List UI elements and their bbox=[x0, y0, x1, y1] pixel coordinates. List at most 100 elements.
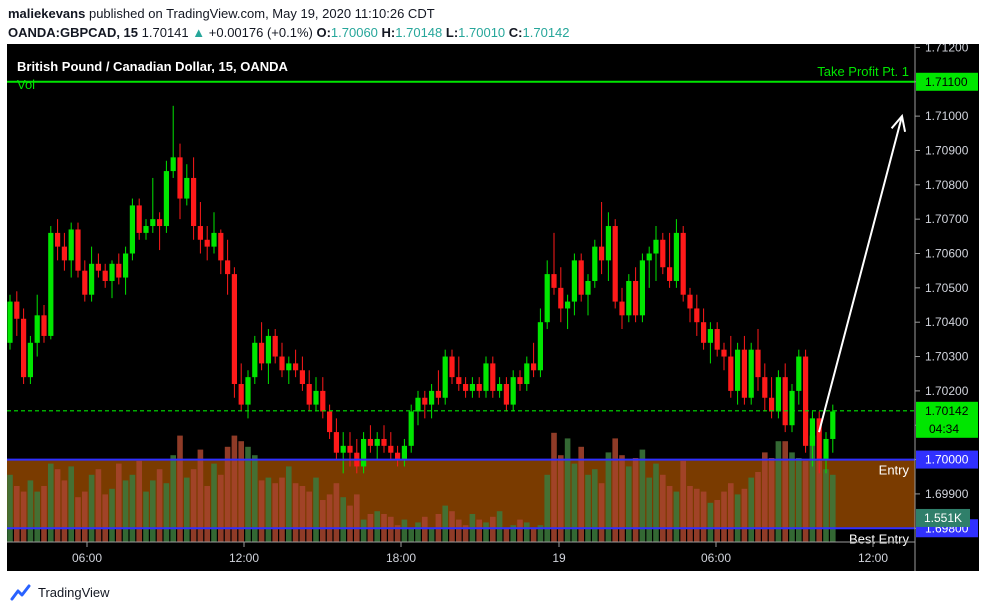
volume-bar bbox=[646, 477, 652, 542]
volume-bar bbox=[388, 516, 394, 542]
volume-bar bbox=[755, 472, 761, 542]
candle-body bbox=[279, 356, 285, 371]
candle-body bbox=[320, 390, 326, 412]
volume-bar bbox=[592, 469, 598, 542]
volume-bar bbox=[551, 432, 557, 542]
candle-body bbox=[755, 349, 761, 378]
level-price-tag bbox=[916, 72, 978, 91]
price-tick-label: 1.69900 bbox=[925, 487, 969, 501]
candle-body bbox=[449, 356, 455, 378]
candle-body bbox=[381, 438, 387, 446]
volume-bar bbox=[558, 455, 564, 542]
candle-body bbox=[476, 384, 482, 391]
low-label: L: bbox=[445, 25, 459, 40]
last-price: 1.70141 bbox=[141, 25, 189, 40]
candle-body bbox=[619, 301, 625, 316]
level-price-tag bbox=[916, 450, 978, 469]
candle-body bbox=[245, 377, 251, 405]
tradingview-logo-icon bbox=[10, 584, 31, 601]
candle-body bbox=[259, 342, 265, 364]
volume-bar bbox=[571, 463, 578, 542]
volume-bar bbox=[54, 469, 61, 542]
candle-body bbox=[184, 177, 190, 199]
volume-bar bbox=[177, 435, 183, 542]
volume-bar bbox=[619, 455, 625, 542]
candle-body bbox=[293, 363, 299, 371]
candle-body bbox=[592, 246, 598, 281]
candle-body bbox=[769, 397, 775, 412]
volume-bar bbox=[598, 483, 605, 542]
candle-body bbox=[517, 377, 523, 385]
volume-bar bbox=[578, 446, 584, 542]
volume-bar bbox=[632, 458, 639, 542]
high-value: 1.70148 bbox=[395, 25, 443, 40]
author-name[interactable]: maliekevans bbox=[8, 6, 86, 21]
tradingview-logo[interactable]: TradingView bbox=[10, 583, 110, 601]
candle-body bbox=[388, 445, 394, 453]
time-tick-label: 12:00 bbox=[858, 551, 888, 565]
time-tick-label: 12:00 bbox=[229, 551, 259, 565]
candle-body bbox=[123, 253, 129, 278]
volume-bar bbox=[109, 488, 115, 542]
time-axis[interactable]: 06:00 12:00 18:00 19 06:00 12:00 bbox=[72, 542, 888, 565]
volume-bar bbox=[211, 463, 217, 542]
candle-body bbox=[265, 335, 271, 364]
chart-area[interactable]: Take Profit Pt. 1 Entry Best Entry 1.71200… bbox=[7, 40, 979, 571]
current-price-label: 1.70142 bbox=[925, 404, 969, 418]
volume-bar bbox=[136, 460, 142, 542]
candle-body bbox=[272, 335, 278, 357]
candle-body bbox=[7, 301, 13, 343]
volume-bar bbox=[653, 463, 659, 542]
candlestick-chart[interactable]: Take Profit Pt. 1 Entry Best Entry 1.71200… bbox=[7, 40, 979, 571]
volume-bar bbox=[605, 452, 612, 542]
volume-bars bbox=[7, 432, 836, 542]
candle-body bbox=[306, 384, 312, 405]
volume-bar bbox=[612, 438, 618, 542]
volume-bar bbox=[789, 452, 795, 542]
candle-body bbox=[14, 301, 20, 319]
price-tick-label: 1.71200 bbox=[925, 44, 969, 54]
time-tick-label: 06:00 bbox=[701, 551, 731, 565]
candle-body bbox=[680, 232, 686, 295]
time-tick-label: 18:00 bbox=[386, 551, 416, 565]
candle-body bbox=[211, 232, 217, 247]
candle-body bbox=[633, 280, 639, 316]
volume-bar bbox=[292, 483, 299, 542]
candle-body bbox=[34, 315, 40, 343]
publish-text: published on TradingView.com, May 19, 20… bbox=[88, 6, 435, 21]
candle-body bbox=[714, 329, 720, 350]
volume-bar bbox=[14, 486, 20, 542]
candle-body bbox=[238, 384, 244, 405]
volume-bar bbox=[313, 477, 319, 542]
volume-bar bbox=[462, 525, 469, 542]
candle-body bbox=[639, 260, 645, 316]
price-tick-label: 1.70300 bbox=[925, 350, 969, 364]
level-price-tag-label: 1.70000 bbox=[925, 453, 969, 467]
candle-body bbox=[197, 226, 203, 240]
volume-bar bbox=[272, 483, 278, 542]
volume-bar bbox=[122, 480, 129, 542]
brand-name: TradingView bbox=[38, 584, 110, 600]
candle-body bbox=[347, 445, 353, 453]
volume-bar bbox=[88, 474, 95, 542]
arrow-head-icon bbox=[890, 113, 907, 133]
price-tick-label: 1.70400 bbox=[925, 315, 969, 329]
volume-bar bbox=[224, 446, 231, 542]
candle-body bbox=[361, 438, 367, 467]
price-axis[interactable]: 1.71200 1.71100 1.71000 1.70900 1.70800 1.707… bbox=[915, 40, 978, 538]
candle-body bbox=[524, 363, 530, 385]
candle-body bbox=[395, 452, 401, 460]
candle-body bbox=[707, 329, 713, 343]
candle-body bbox=[442, 356, 448, 398]
volume-bar bbox=[476, 519, 482, 542]
candle-body bbox=[313, 390, 319, 405]
level-label: Entry bbox=[879, 463, 910, 478]
close-label: C: bbox=[508, 25, 523, 40]
candle-body bbox=[551, 274, 557, 288]
candle-body bbox=[816, 418, 822, 460]
candle-body bbox=[667, 267, 673, 281]
volume-bar bbox=[802, 460, 809, 542]
volume-bar bbox=[626, 466, 632, 542]
volume-bar bbox=[401, 519, 408, 542]
volume-bar bbox=[666, 486, 673, 542]
